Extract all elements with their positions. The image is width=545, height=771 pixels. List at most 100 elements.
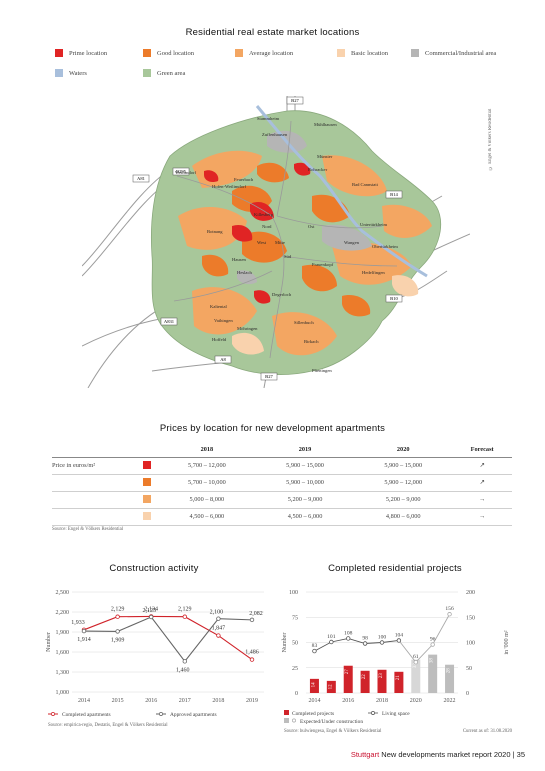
location-swatch-cell [137, 508, 158, 526]
data-label: 1,460 [176, 667, 190, 673]
header-2020: 2020 [354, 443, 453, 458]
place-label: Rohracker [308, 167, 328, 172]
bar [360, 670, 370, 693]
price-row: 5,000 – 8,000 5,200 – 9,000 5,200 – 9,000 → [52, 491, 512, 509]
legend-label: Waters [69, 69, 87, 77]
place-label: Botnang [207, 229, 223, 234]
bar-label: 14 [311, 682, 316, 688]
header-forecast: Forecast [452, 443, 512, 458]
data-point [249, 657, 255, 662]
place-label: Degerloch [272, 292, 292, 297]
map-title: Residential real estate market locations [185, 27, 360, 38]
place-label: Münster [317, 154, 333, 159]
data-point [396, 638, 402, 643]
data-point [81, 628, 87, 634]
data-label: 96 [430, 637, 436, 643]
place-label: Plieningen [312, 368, 332, 373]
x-tick-label: 2020 [410, 698, 422, 704]
road-sign: B295 [172, 167, 190, 176]
place-label: Feuerbach [234, 177, 254, 182]
price-range: 5,700 – 10,000 [157, 474, 256, 492]
data-label: 1,486 [245, 650, 259, 656]
construction-activity-chart: 1,000 1,300 1,600 1,900 2,200 2,500 Number 2014… [46, 590, 264, 728]
legend-item: Good location [143, 49, 194, 57]
bar-label: 33 [413, 663, 418, 669]
place-label: Zuffenhausen [262, 132, 288, 137]
price-range: 5,900 – 12,000 [354, 474, 453, 492]
forecast-arrow: → [452, 491, 512, 509]
data-label: 98 [362, 636, 368, 642]
x-tick-label: 2018 [212, 698, 224, 704]
road-sign: B27 [286, 96, 304, 105]
location-swatch-cell [137, 474, 158, 492]
place-label: Möhringen [237, 326, 258, 331]
legend-item: Waters [55, 69, 87, 77]
place-label: Mühlhausen [314, 122, 337, 127]
y-tick-label: 50 [292, 641, 298, 647]
place-label: Wangen [344, 240, 360, 245]
data-point [329, 639, 334, 645]
header-swatch [137, 443, 158, 458]
legend-label: Average location [249, 49, 294, 57]
bar-label: 38 [430, 658, 435, 664]
legend-marker [51, 712, 55, 716]
place-label: Kaltental [210, 304, 228, 309]
legend-label: Commercial/Industrial area [425, 49, 497, 57]
data-label: 1,847 [212, 626, 226, 632]
data-point [182, 659, 187, 664]
y-axis-label: Number [46, 632, 52, 652]
legend-swatch [55, 49, 63, 57]
data-point [216, 633, 221, 638]
y-tick-label: 2,200 [56, 610, 70, 616]
place-label: Frauenkopf [312, 262, 334, 267]
legend-swatch [284, 710, 289, 715]
price-range: 5,900 – 15,000 [255, 457, 355, 475]
forecast-arrow: ↗ [452, 474, 512, 492]
place-label: Nord [262, 224, 272, 229]
road-label: B27 [291, 98, 299, 103]
legend-label: Completed apartments [62, 712, 111, 718]
legend-item: Basic location [337, 49, 388, 57]
road-label: A8 [220, 357, 226, 362]
road-sign: A831 [160, 317, 178, 326]
data-point [447, 612, 452, 617]
x-tick-label: 2015 [112, 698, 124, 704]
bar-label: 12 [328, 684, 333, 690]
location-swatch-cell [137, 491, 158, 509]
forecast-arrow: → [452, 508, 512, 526]
bar [428, 654, 438, 693]
living-space-line [314, 637, 399, 652]
y2-tick-label: 50 [466, 666, 472, 672]
location-swatch [143, 494, 152, 503]
location-swatch [143, 477, 152, 486]
data-point [249, 617, 255, 623]
place-label: Vaihingen [214, 318, 233, 323]
road-sign: B27 [260, 372, 278, 381]
data-label: 83 [312, 643, 318, 649]
data-point [346, 636, 351, 641]
price-range: 4,500 – 6,000 [157, 508, 256, 526]
footer-text: New developments market report 2020 [381, 750, 511, 759]
y-tick-label: 0 [295, 691, 298, 697]
data-point [115, 629, 120, 634]
x-tick-label: 2014 [78, 698, 90, 704]
legend-swatch [284, 718, 289, 723]
y2-tick-label: 0 [466, 691, 469, 697]
road-sign: A8 [214, 355, 232, 364]
data-point [362, 641, 368, 646]
place-label: Killesberg [254, 212, 274, 217]
price-range: 4,800 – 6,000 [354, 508, 453, 526]
place-label: Weilimdorf [175, 170, 197, 175]
legend-item: Commercial/Industrial area [411, 49, 496, 57]
data-label: 156 [445, 606, 454, 612]
bar-label: 23 [379, 673, 384, 679]
place-label: Ost [308, 224, 315, 229]
bar [326, 680, 336, 693]
data-point [216, 616, 221, 621]
data-label: 2,100 [210, 610, 224, 616]
row-label [52, 491, 137, 509]
price-range: 5,700 – 12,000 [157, 457, 256, 475]
y-tick-label: 2,500 [56, 590, 70, 596]
legend-label: Completed projects [292, 711, 334, 717]
legend-swatch [337, 49, 345, 57]
